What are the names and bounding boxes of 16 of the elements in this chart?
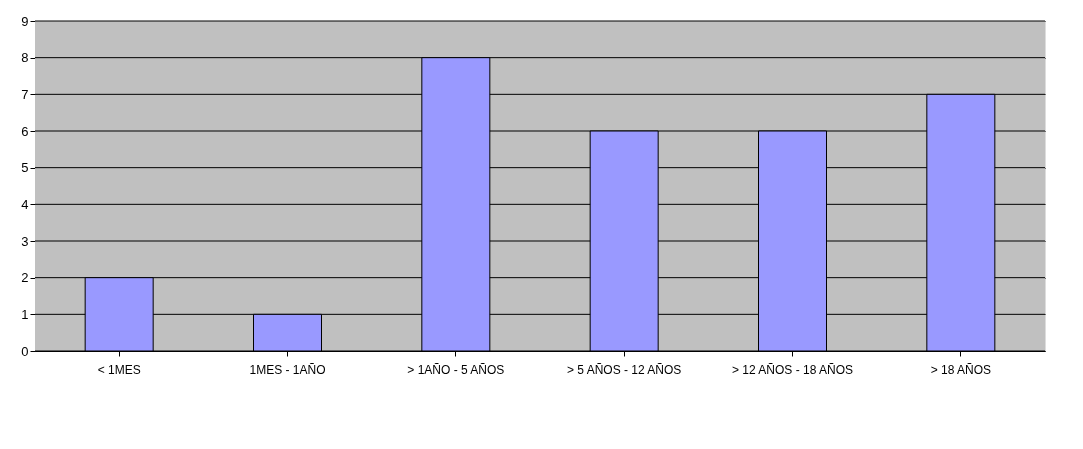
x-tick-label: < 1MES: [97, 362, 141, 377]
y-tick-label: 3: [21, 233, 29, 249]
y-tick-label: 6: [21, 123, 29, 139]
x-tick-label: > 18 AÑOS: [930, 362, 992, 377]
x-tick-label: > 12 AÑOS - 18 AÑOS: [731, 362, 854, 377]
y-tick-label: 8: [21, 50, 29, 66]
x-tick-label: 1MES - 1AÑO: [249, 362, 326, 377]
y-tick-label: 0: [21, 343, 29, 359]
y-tick-label: 4: [21, 196, 29, 212]
y-tick-label: 9: [21, 13, 29, 29]
x-tick-label: > 1AÑO - 5 AÑOS: [407, 362, 505, 377]
y-tick-label: 1: [21, 306, 29, 322]
y-tick-label: 2: [21, 270, 29, 286]
y-tick-label: 7: [21, 86, 29, 102]
x-tick-label: > 5 AÑOS - 12 AÑOS: [566, 362, 682, 377]
y-tick-label: 5: [21, 160, 29, 176]
